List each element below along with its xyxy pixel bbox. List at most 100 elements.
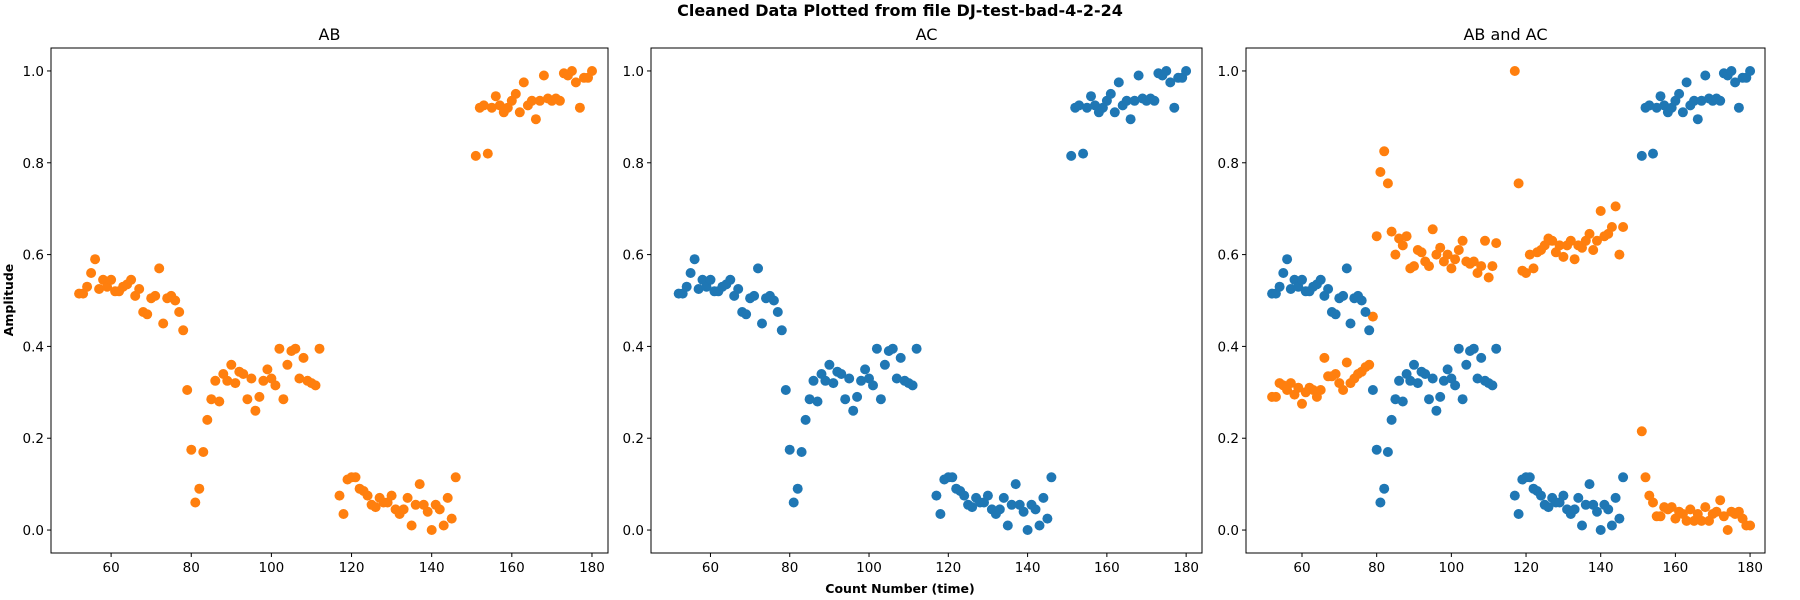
data-point	[1491, 238, 1502, 249]
data-point	[170, 295, 181, 306]
data-point	[314, 343, 325, 354]
y-tick-label: 0.0	[1218, 523, 1239, 539]
data-point	[106, 274, 117, 285]
plot-area-frame	[1245, 47, 1766, 554]
data-point	[294, 373, 305, 384]
data-point	[386, 490, 397, 501]
data-point	[334, 490, 345, 501]
data-point	[824, 359, 835, 370]
data-point	[1030, 504, 1041, 515]
data-point	[226, 359, 237, 370]
data-point	[1573, 492, 1584, 503]
data-point	[1161, 66, 1172, 76]
data-point	[1745, 66, 1756, 76]
data-point	[800, 414, 811, 425]
data-point	[1086, 91, 1096, 102]
data-point	[1509, 490, 1520, 501]
data-point	[126, 274, 137, 285]
subplot-2: AC 60 80 100 120 140 160 180 0.0 0.2 0.4 0.6 0.8 1.0	[623, 25, 1203, 576]
data-point	[538, 70, 549, 81]
data-point	[1379, 483, 1390, 494]
y-tick-label: 0.0	[623, 523, 644, 539]
data-point	[1371, 231, 1382, 242]
data-point	[1446, 263, 1457, 274]
data-point	[566, 66, 577, 76]
data-point	[1121, 95, 1132, 106]
data-point	[1592, 506, 1602, 517]
data-point	[844, 373, 855, 384]
x-tick-label: 140	[419, 560, 445, 576]
data-point	[426, 525, 437, 535]
data-point	[1536, 490, 1546, 501]
data-point	[438, 520, 449, 531]
x-tick-label: 140	[1588, 560, 1614, 576]
y-tick-label: 0.4	[23, 339, 44, 355]
data-point	[1018, 506, 1029, 517]
data-point	[1592, 235, 1602, 246]
data-point	[1655, 511, 1666, 522]
x-tick-label: 100	[259, 560, 285, 576]
data-point	[1577, 520, 1587, 531]
data-point	[1082, 102, 1092, 113]
data-point	[875, 394, 886, 405]
data-point	[534, 95, 545, 106]
data-point	[1674, 88, 1685, 99]
data-point	[1509, 66, 1520, 76]
data-point	[1730, 77, 1741, 88]
data-point	[1543, 502, 1554, 513]
data-point	[982, 490, 993, 501]
y-tick-label: 0.8	[623, 156, 644, 172]
y-tick-label: 0.4	[623, 339, 644, 355]
data-point	[1450, 380, 1461, 391]
data-point	[1315, 385, 1326, 395]
data-point	[1476, 352, 1487, 363]
data-point	[768, 295, 779, 306]
data-point	[1491, 343, 1502, 354]
data-point	[406, 520, 417, 531]
data-point	[1468, 256, 1479, 267]
data-point	[1681, 515, 1692, 526]
data-point	[402, 492, 413, 503]
data-point	[856, 375, 867, 386]
data-point	[1356, 295, 1367, 306]
data-point	[1401, 231, 1412, 242]
data-point	[871, 343, 882, 354]
x-tick-label: 100	[856, 560, 882, 576]
data-point	[262, 364, 273, 375]
data-point	[1722, 525, 1733, 535]
data-point	[792, 483, 803, 494]
data-point	[1386, 414, 1397, 425]
data-point	[1293, 382, 1304, 393]
data-point	[1424, 394, 1434, 405]
data-point	[1558, 251, 1569, 262]
data-point	[182, 385, 193, 395]
data-point	[94, 284, 105, 294]
plot-area-frame	[650, 47, 1203, 554]
data-point	[282, 359, 293, 370]
data-point	[258, 375, 269, 386]
data-point	[1330, 369, 1341, 379]
data-point	[214, 396, 225, 407]
y-tick-label: 1.0	[23, 64, 44, 80]
data-point	[1338, 385, 1349, 395]
data-point	[828, 378, 839, 389]
data-point	[1371, 444, 1382, 455]
data-point	[784, 444, 795, 455]
data-point	[757, 318, 767, 329]
data-point	[1666, 502, 1677, 513]
data-point	[450, 472, 461, 483]
data-point	[753, 263, 763, 274]
data-point	[1614, 513, 1625, 524]
data-point	[681, 281, 692, 292]
data-point	[1648, 148, 1658, 159]
data-point	[1700, 70, 1711, 81]
data-point	[1285, 378, 1296, 389]
x-tick-label: 180	[1173, 560, 1199, 576]
data-point	[1528, 263, 1539, 274]
data-point	[1595, 525, 1606, 535]
data-point	[210, 375, 221, 386]
data-point	[1397, 396, 1408, 407]
x-tick-label: 120	[935, 560, 961, 576]
data-point	[1113, 77, 1124, 88]
data-point	[1715, 495, 1726, 506]
